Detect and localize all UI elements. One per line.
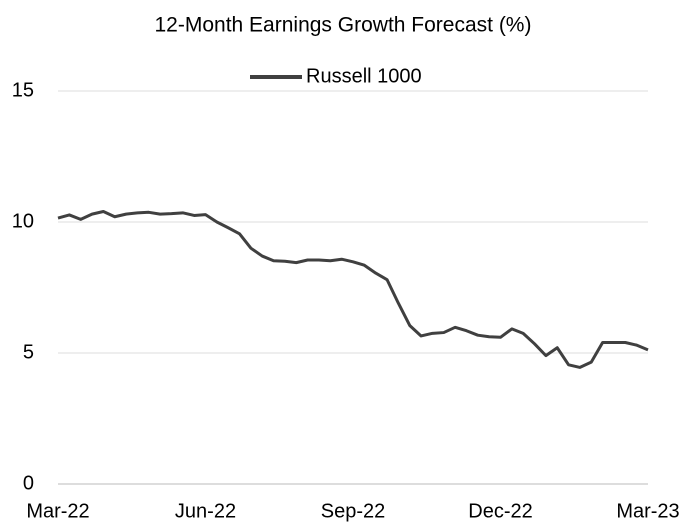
y-tick-label: 0: [23, 472, 34, 494]
x-tick-label: Mar-23: [616, 500, 679, 522]
chart-title: 12-Month Earnings Growth Forecast (%): [155, 14, 532, 37]
y-tick-label: 15: [12, 79, 34, 101]
x-tick-label: Jun-22: [175, 500, 236, 522]
x-tick-label: Mar-22: [26, 500, 89, 522]
y-tick-label: 5: [23, 341, 34, 363]
x-tick-label: Dec-22: [468, 500, 532, 522]
x-tick-label: Sep-22: [321, 500, 386, 522]
y-tick-label: 10: [12, 210, 34, 232]
legend-label: Russell 1000: [306, 65, 422, 87]
line: [57, 210, 649, 369]
